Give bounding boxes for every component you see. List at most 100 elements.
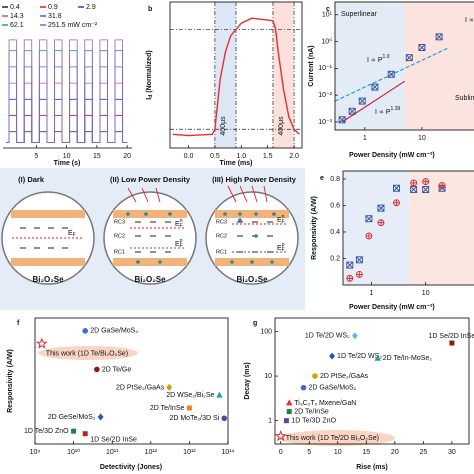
diagram-title: (II) Low Power Density bbox=[110, 175, 191, 184]
legend-label: 251.5 mW cm⁻² bbox=[48, 22, 98, 29]
marker-part bbox=[365, 232, 372, 239]
marker-part bbox=[71, 428, 77, 434]
marker-part bbox=[82, 431, 88, 437]
band bbox=[215, 210, 289, 218]
fermi-part: n bbox=[282, 214, 285, 220]
shaded-region bbox=[335, 2, 405, 130]
fermi-part: E bbox=[175, 241, 180, 248]
marker-part bbox=[435, 33, 443, 41]
y-axis-label: Responsivity (A/W) bbox=[7, 349, 14, 413]
y-tick-label: 0.8 bbox=[330, 176, 340, 183]
marker-part bbox=[355, 256, 363, 264]
marker bbox=[329, 352, 336, 360]
x-tick-label: 0.5 bbox=[210, 153, 220, 160]
marker-part bbox=[393, 184, 400, 192]
marker bbox=[97, 413, 104, 421]
legend-label: 2.9 bbox=[86, 4, 96, 11]
annotation: 400μs bbox=[278, 116, 285, 136]
marker bbox=[377, 204, 385, 212]
point-label: 2D GaSe/MoS₂ bbox=[309, 384, 357, 391]
fermi-part: E bbox=[68, 230, 73, 237]
material-label: Bi₂O₂Se bbox=[236, 275, 268, 284]
level-label: RC3 bbox=[216, 219, 227, 225]
annotation: I ∝ P1.39 bbox=[375, 106, 401, 116]
point-label: This work (1D Te/Bi₂O₂Se) bbox=[46, 351, 128, 358]
x-axis-label: Time (ms) bbox=[220, 160, 253, 167]
x-tick-label: 10 bbox=[63, 153, 71, 160]
marker bbox=[365, 215, 373, 223]
trap-states bbox=[20, 227, 68, 249]
marker bbox=[186, 405, 192, 411]
marker bbox=[71, 428, 77, 434]
y-tick-label: 10 bbox=[264, 373, 272, 380]
marker bbox=[435, 33, 443, 41]
marker bbox=[438, 182, 446, 190]
level-label: RC2 bbox=[114, 233, 125, 239]
marker-part bbox=[351, 332, 358, 340]
marker bbox=[410, 186, 418, 194]
point-label: 2D Te/In-MoSe₂ bbox=[383, 355, 433, 362]
x-axis-label: Power Density (mW cm⁻²) bbox=[349, 304, 435, 311]
marker-part bbox=[94, 366, 100, 373]
shaded-region bbox=[272, 2, 295, 148]
panel-label: c bbox=[326, 6, 330, 13]
marker bbox=[365, 232, 373, 240]
marker-part bbox=[166, 383, 173, 391]
x-axis-label: Rise (ms) bbox=[356, 464, 388, 471]
x-tick-label: 1 bbox=[363, 135, 367, 142]
marker bbox=[422, 178, 430, 186]
marker bbox=[82, 431, 88, 437]
fermi-label: EFn bbox=[175, 218, 183, 229]
electrons bbox=[223, 212, 276, 264]
marker bbox=[94, 366, 100, 373]
plot-frame bbox=[169, 1, 303, 149]
fermi-part: E bbox=[175, 221, 180, 228]
panel: 10⁹ 10¹⁰ 10¹¹ 10¹² 10¹³ 10¹⁴ 2D GaSe/MoS₂ This … bbox=[7, 317, 235, 471]
electrons bbox=[126, 212, 172, 264]
marker bbox=[449, 340, 455, 346]
legend-label: 62.1 bbox=[10, 22, 24, 29]
fermi-part: p bbox=[282, 242, 285, 248]
y-axis-label: Responsivity (A/W) bbox=[311, 196, 318, 260]
diagram: (I) Dark (II) Low Power Density (III) Hi… bbox=[0, 168, 305, 310]
marker-part bbox=[300, 384, 307, 391]
marker bbox=[274, 429, 287, 442]
point-label: 1D Te/3D ZnO bbox=[291, 418, 336, 425]
x-tick-label: 0 bbox=[279, 449, 283, 456]
y-axis-label: Id (Normalized) bbox=[146, 50, 154, 99]
x-tick-label: 10¹⁰ bbox=[67, 448, 80, 456]
fermi-label: EFp bbox=[175, 238, 183, 249]
point-label: 2D MoTe₂/3D Si bbox=[169, 415, 219, 422]
marker bbox=[418, 44, 426, 51]
point-label: 1D Se/2D InSe bbox=[90, 437, 137, 444]
marker-part bbox=[346, 261, 354, 269]
marker-part bbox=[356, 271, 363, 278]
x-tick-label: 15 bbox=[362, 449, 370, 456]
series-line bbox=[341, 80, 406, 123]
point-label: Ti₃C₂Tₓ Mxene/GaN bbox=[294, 400, 356, 407]
shaded-region bbox=[409, 171, 474, 285]
x-tick-label: 1.5 bbox=[263, 153, 273, 160]
marker-part bbox=[286, 409, 292, 415]
x-tick-label: 30 bbox=[448, 449, 456, 456]
y-axis-label: Decay (ms) bbox=[244, 362, 251, 399]
marker bbox=[355, 270, 363, 278]
point-label: 2D GaSe/MoS₂ bbox=[90, 328, 138, 335]
point-label: 2D PtSe₂/GaAs bbox=[116, 384, 165, 391]
marker bbox=[346, 261, 354, 269]
x-tick-label: 5 bbox=[34, 153, 38, 160]
marker-part bbox=[274, 429, 287, 442]
marker-part bbox=[422, 186, 430, 194]
band bbox=[11, 258, 85, 266]
marker-part bbox=[35, 337, 48, 349]
level-label: RC1 bbox=[114, 249, 125, 255]
fermi-part: E bbox=[277, 245, 282, 252]
marker-part bbox=[186, 405, 192, 411]
trap-states bbox=[135, 221, 171, 253]
x-axis-label: Power Density (mW cm⁻²) bbox=[349, 152, 435, 159]
shaded-region bbox=[214, 2, 236, 148]
x-axis-label: Detectivity (Jones) bbox=[100, 464, 162, 471]
panel: 0.0 0.5 1.0 1.5 2.0 400μs 400μs Time (ms) Id (No… bbox=[146, 1, 303, 167]
marker-part bbox=[374, 354, 381, 361]
